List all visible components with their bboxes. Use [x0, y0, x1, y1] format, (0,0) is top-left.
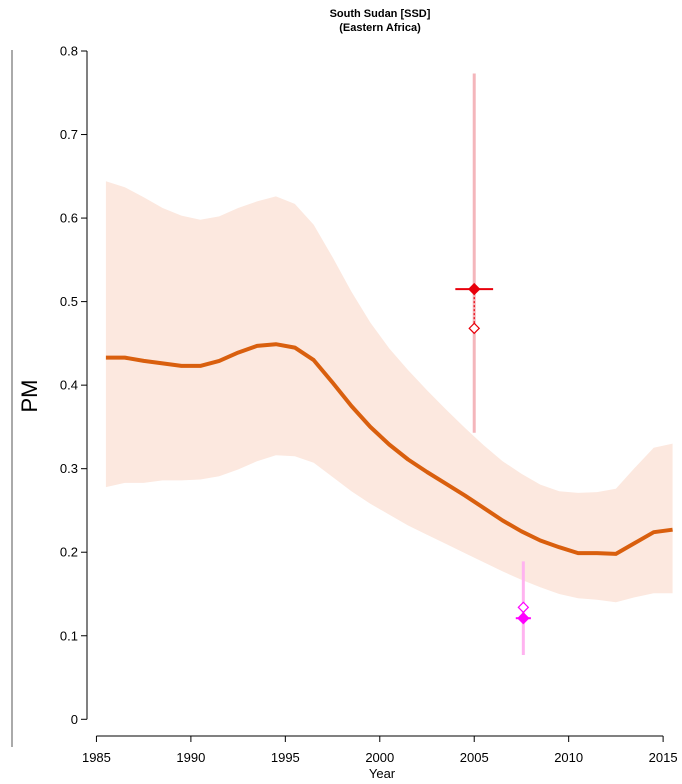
- tick-labels: 0 0.1 0.2 0.3 0.4 0.5 0.6 0.7 0.8 1985 1990 1995 200…: [60, 44, 678, 766]
- chart-title: South Sudan [SSD]: [330, 8, 431, 20]
- y-tick-label: 0.1: [60, 628, 78, 643]
- estimate-line: [105, 342, 673, 556]
- x-tick-label: 2005: [460, 750, 489, 765]
- x-tick-label: 1995: [271, 750, 300, 765]
- y-tick-label: 0.8: [60, 44, 78, 59]
- y-tick-label: 0.5: [60, 294, 78, 309]
- x-axis-label: Year: [369, 766, 396, 781]
- x-tick-label: 2010: [554, 750, 583, 765]
- y-tick-label: 0.2: [60, 545, 78, 560]
- main-line-layer: [105, 342, 673, 556]
- y-tick-label: 0.6: [60, 211, 78, 226]
- y-tick-label: 0: [71, 712, 78, 727]
- estimate-point-2: [468, 282, 481, 296]
- y-tick-label: 0.4: [60, 378, 78, 393]
- y-axis-label: PM: [17, 380, 42, 413]
- estimate-markers-layer: [455, 73, 531, 655]
- y-tick-label: 0.3: [60, 461, 78, 476]
- axes: [11, 50, 664, 747]
- chart-subtitle: (Eastern Africa): [339, 22, 421, 34]
- estimate-adjusted-point-2: [468, 322, 481, 335]
- confidence-band-layer: [105, 181, 673, 603]
- x-tick-label: 2015: [649, 750, 678, 765]
- x-tick-label: 1990: [176, 750, 205, 765]
- x-tick-label: 2000: [365, 750, 394, 765]
- x-tick-label: 1985: [82, 750, 111, 765]
- estimate-point-3: [517, 612, 530, 625]
- estimate-adjusted-point-3: [517, 601, 530, 614]
- uncertainty-band: [105, 181, 673, 603]
- y-tick-label: 0.7: [60, 127, 78, 142]
